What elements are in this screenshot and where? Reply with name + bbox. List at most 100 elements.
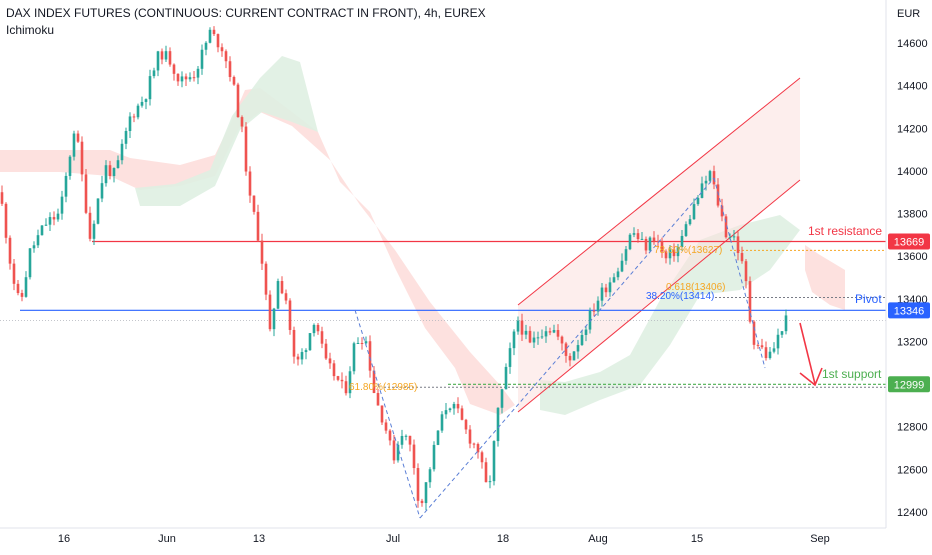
channel-lower-line[interactable] — [517, 179, 801, 413]
channel-fill — [518, 78, 800, 412]
x-tick-label: Aug — [588, 533, 608, 545]
candle-up — [196, 68, 200, 78]
candle-up — [144, 99, 148, 102]
candle-up — [348, 371, 352, 394]
resistance-tag-bg — [888, 233, 930, 250]
candle-down — [176, 73, 180, 82]
candle-down — [740, 253, 744, 262]
y-tick-label: 12800 — [897, 422, 928, 434]
candle-up — [404, 435, 408, 437]
candle-up — [208, 29, 212, 43]
candle-down — [244, 126, 248, 172]
ichimoku-cloud — [0, 56, 845, 415]
candle-down — [224, 51, 228, 62]
candle-down — [556, 330, 560, 337]
cloud-bull-2 — [540, 215, 800, 415]
candle-down — [388, 430, 392, 441]
candle-down — [664, 251, 668, 259]
candle-up — [784, 315, 788, 332]
candle-down — [280, 281, 284, 294]
candle-up — [544, 331, 548, 337]
candle-down — [288, 300, 292, 330]
candle-down — [528, 330, 532, 343]
resistance-tag: 13669 — [894, 236, 925, 248]
candle-up — [552, 330, 556, 333]
candle-up — [24, 277, 28, 297]
candle-down — [220, 47, 224, 52]
candle-up — [396, 444, 400, 461]
candle-down — [108, 165, 112, 177]
candle-up — [704, 180, 708, 184]
candle-down — [284, 293, 288, 301]
pivot-tag: 13346 — [894, 305, 925, 317]
candle-up — [628, 234, 632, 250]
time-axis[interactable]: 16 Jun 13 Jul 18 Aug 15 Sep — [0, 527, 886, 545]
candle-up — [536, 337, 540, 339]
x-tick-label: 16 — [58, 533, 70, 545]
candle-down — [724, 216, 728, 238]
candle-down — [316, 324, 320, 332]
candle-down — [264, 263, 268, 295]
candle-down — [660, 241, 664, 252]
price-axis[interactable]: EUR1460014400142001400013800136001340013… — [885, 0, 928, 528]
candle-up — [668, 249, 672, 259]
support-tag-bg — [888, 376, 930, 393]
candle-up — [300, 352, 304, 360]
candle-down — [332, 363, 336, 377]
candle-up — [308, 333, 312, 351]
candle-down — [20, 293, 24, 297]
candle-up — [272, 308, 276, 330]
candle-down — [344, 381, 348, 394]
candle-up — [692, 204, 696, 220]
candle-down — [760, 345, 764, 348]
y-tick-label: 12400 — [897, 507, 928, 519]
fib-swing-down — [354, 309, 421, 519]
candle-up — [148, 76, 152, 100]
candle-up — [540, 336, 544, 338]
candle-up — [696, 197, 700, 205]
annotations: 1st resistance Pivot 1st support 61.80%(129… — [349, 224, 882, 393]
y-tick-label: 14200 — [897, 123, 928, 135]
candle-down — [376, 393, 380, 406]
candle-up — [116, 160, 120, 169]
candle-down — [484, 462, 488, 483]
candle-down — [744, 261, 748, 282]
candle-up — [424, 482, 428, 504]
candle-down — [568, 355, 572, 361]
currency-label: EUR — [897, 8, 920, 20]
candle-up — [504, 366, 508, 390]
candle-down — [392, 440, 396, 461]
candle-up — [448, 408, 452, 411]
pivot-tag-bg — [888, 302, 930, 319]
candle-down — [52, 217, 56, 220]
candle-up — [140, 101, 144, 106]
candle-down — [372, 370, 376, 394]
candle-up — [428, 469, 432, 483]
channel-upper-line[interactable] — [517, 77, 801, 306]
candle-down — [4, 203, 8, 238]
candle-down — [380, 405, 384, 423]
candle-up — [440, 414, 444, 431]
candle-down — [296, 356, 300, 360]
candle-up — [276, 281, 280, 309]
candle-down — [520, 320, 524, 335]
candle-up — [624, 249, 628, 261]
candle-down — [560, 336, 564, 344]
candle-up — [500, 389, 504, 408]
x-tick-label: 13 — [253, 533, 265, 545]
candle-down — [168, 51, 172, 65]
candle-down — [564, 343, 568, 356]
candle-down — [420, 500, 424, 504]
candle-down — [252, 195, 256, 212]
candle-down — [256, 211, 260, 241]
candle-down — [192, 77, 196, 79]
candle-down — [132, 116, 136, 118]
candle-down — [644, 238, 648, 251]
candle-up — [780, 331, 784, 335]
candle-down — [84, 174, 88, 213]
candle-down — [368, 341, 372, 371]
x-tick-label: 18 — [497, 533, 509, 545]
candle-up — [688, 219, 692, 225]
